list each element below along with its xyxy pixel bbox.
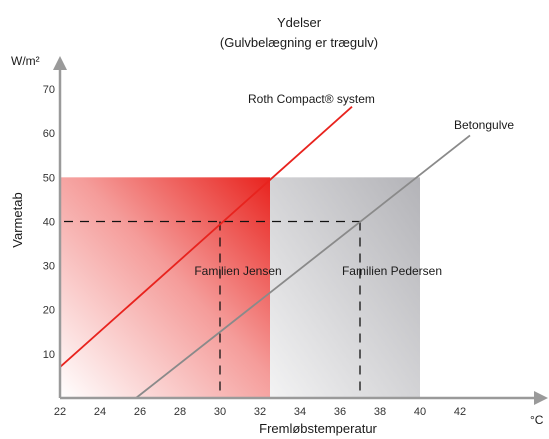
x-tick-label: 34 bbox=[294, 406, 306, 418]
series-layer bbox=[59, 106, 471, 399]
x-tick-label: 38 bbox=[374, 406, 386, 418]
chart-title: Ydelser bbox=[277, 15, 322, 30]
tick-labels: 22 24 26 28 30 32 34 36 38 40 42 10 20 30 40 50 60 70 bbox=[43, 84, 466, 418]
region-label-jensen: Familien Jensen bbox=[194, 264, 281, 278]
series-line-0 bbox=[59, 106, 353, 368]
regions-layer bbox=[60, 177, 420, 398]
x-tick-label: 24 bbox=[94, 406, 106, 418]
region-pedersen bbox=[270, 177, 420, 398]
x-axis-arrow-icon bbox=[534, 391, 548, 405]
y-axis-title: Varmetab bbox=[10, 192, 25, 247]
y-tick-label: 70 bbox=[43, 84, 55, 96]
x-tick-label: 40 bbox=[414, 406, 426, 418]
y-tick-label: 60 bbox=[43, 128, 55, 140]
x-tick-label: 36 bbox=[334, 406, 346, 418]
y-axis-arrow-icon bbox=[53, 56, 67, 70]
x-unit-label: °C bbox=[530, 413, 544, 427]
x-tick-label: 26 bbox=[134, 406, 146, 418]
y-tick-label: 30 bbox=[43, 261, 55, 273]
region-jensen bbox=[60, 177, 270, 398]
series-label-roth: Roth Compact® system bbox=[248, 92, 375, 106]
y-tick-label: 20 bbox=[43, 305, 55, 317]
x-tick-label: 28 bbox=[174, 406, 186, 418]
axes bbox=[53, 56, 548, 405]
chart-subtitle: (Gulvbelægning er trægulv) bbox=[220, 35, 378, 50]
x-tick-label: 42 bbox=[454, 406, 466, 418]
y-tick-label: 40 bbox=[43, 216, 55, 228]
y-tick-label: 50 bbox=[43, 172, 55, 184]
reference-lines bbox=[64, 220, 361, 398]
x-axis-title: Fremløbstemperatur bbox=[259, 421, 377, 436]
series-label-betongulve: Betongulve bbox=[454, 118, 514, 132]
x-tick-label: 32 bbox=[254, 406, 266, 418]
x-tick-label: 22 bbox=[54, 406, 66, 418]
x-tick-label: 30 bbox=[214, 406, 226, 418]
y-unit-label: W/m² bbox=[11, 54, 40, 68]
region-label-pedersen: Familien Pedersen bbox=[342, 264, 442, 278]
y-tick-label: 10 bbox=[43, 349, 55, 361]
series-line-1 bbox=[135, 134, 471, 399]
